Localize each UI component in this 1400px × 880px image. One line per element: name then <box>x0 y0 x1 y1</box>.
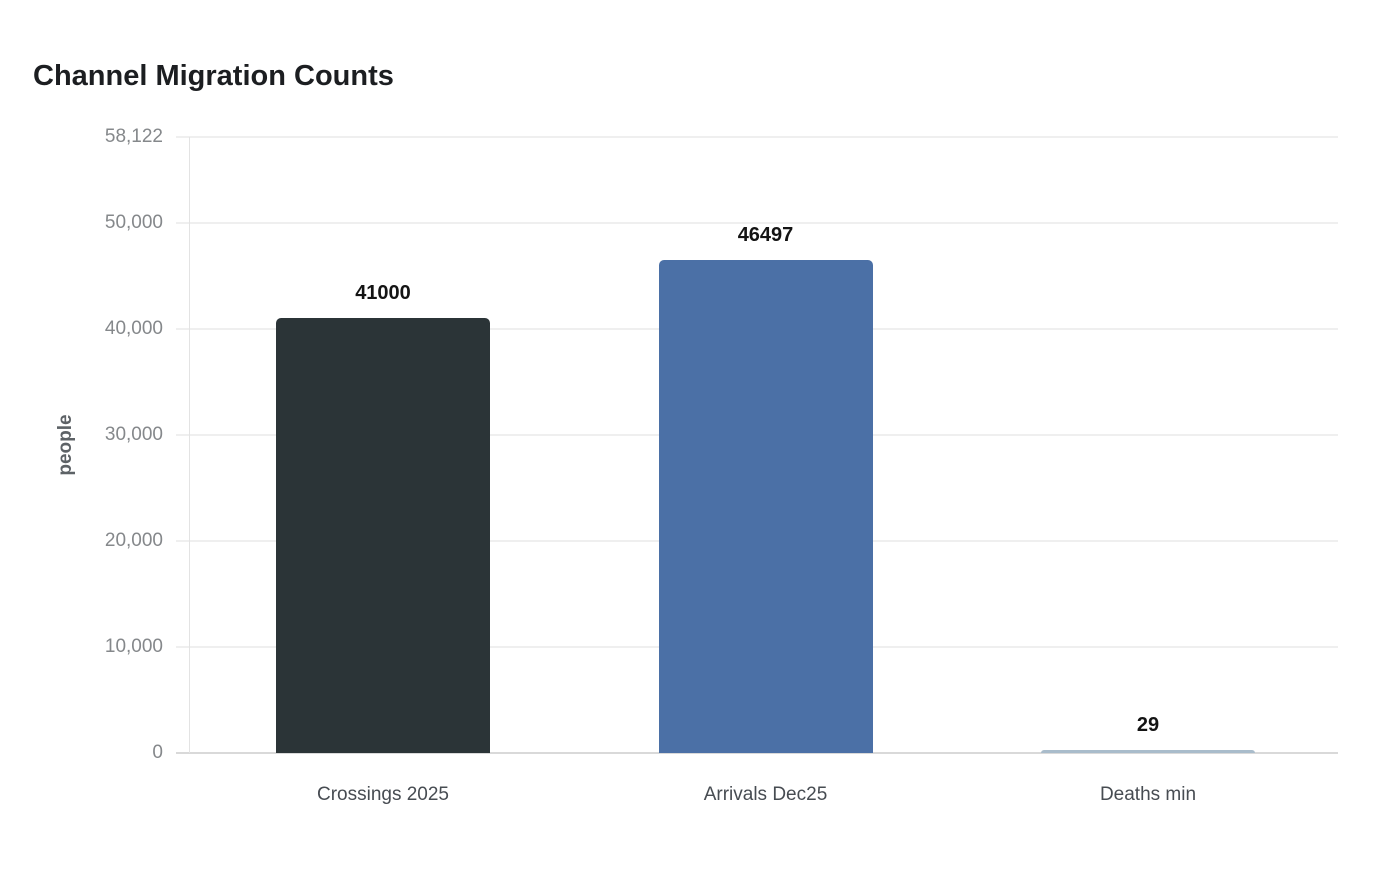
gridline <box>176 136 1338 138</box>
chart-title: Channel Migration Counts <box>33 60 394 92</box>
y-tick-label: 58,122 <box>104 126 163 147</box>
y-tick-label: 30,000 <box>104 424 163 446</box>
y-tick-label: 10,000 <box>104 636 163 658</box>
x-category-label: Arrivals Dec25 <box>703 784 828 805</box>
y-tick-label: 0 <box>152 742 163 763</box>
y-tick-label: 20,000 <box>104 530 163 552</box>
x-axis-line <box>176 752 1338 754</box>
y-tick-label: 40,000 <box>104 318 163 340</box>
bar-1 <box>276 318 490 753</box>
y-tick-label: 50,000 <box>104 212 163 234</box>
x-category-label: Deaths min <box>1099 784 1197 805</box>
bar-value-label: 29 <box>1136 714 1160 736</box>
y-axis-line <box>189 137 190 753</box>
bar-value-label: 46497 <box>737 224 794 246</box>
bar-2 <box>658 260 873 753</box>
gridline <box>176 222 1338 225</box>
bar-value-label: 41000 <box>355 282 411 304</box>
x-category-label: Crossings 2025 <box>316 784 450 805</box>
bar-3 <box>1041 750 1255 753</box>
